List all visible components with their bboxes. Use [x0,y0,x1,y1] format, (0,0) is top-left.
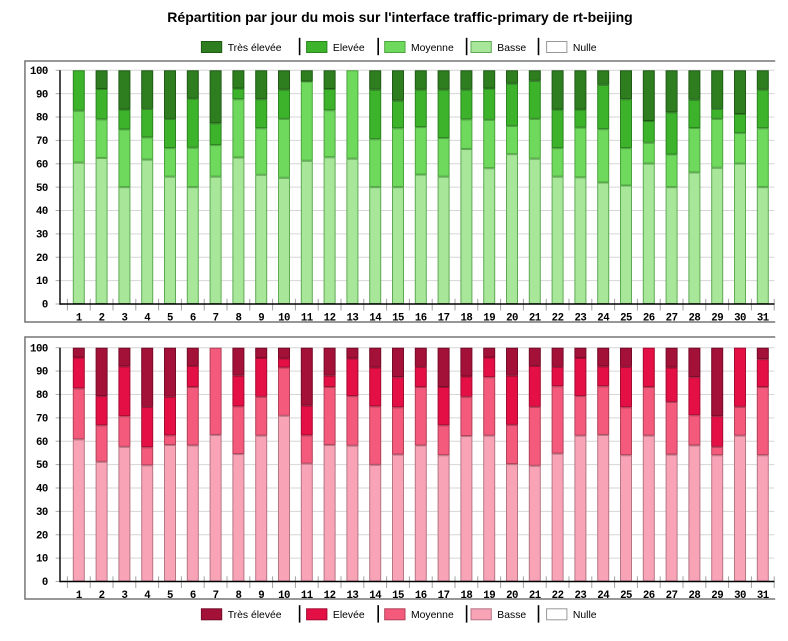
svg-text:24: 24 [597,312,610,324]
svg-text:23: 23 [574,312,586,324]
svg-text:7: 7 [213,312,219,324]
svg-text:Basse: Basse [497,610,526,621]
svg-text:7: 7 [213,590,219,602]
svg-text:50: 50 [36,183,48,195]
svg-text:30: 30 [734,590,746,602]
svg-text:31: 31 [757,312,769,324]
svg-text:6: 6 [190,312,196,324]
svg-text:25: 25 [620,312,632,324]
svg-text:10: 10 [36,554,48,566]
svg-text:21: 21 [529,312,541,324]
svg-text:70: 70 [36,136,48,148]
svg-text:Moyenne: Moyenne [411,43,454,54]
svg-text:5: 5 [167,590,173,602]
svg-text:30: 30 [36,507,48,519]
svg-text:1: 1 [76,590,82,602]
svg-text:28: 28 [688,312,700,324]
svg-text:14: 14 [369,590,382,602]
svg-text:90: 90 [36,367,48,379]
svg-text:Basse: Basse [497,43,526,54]
svg-text:29: 29 [711,312,723,324]
svg-text:11: 11 [301,312,313,324]
svg-text:27: 27 [666,312,678,324]
svg-text:30: 30 [734,312,746,324]
svg-text:9: 9 [258,590,264,602]
svg-text:Nulle: Nulle [573,43,597,54]
svg-text:18: 18 [460,590,472,602]
svg-text:Répartition par jour du mois s: Répartition par jour du mois sur l'inter… [167,9,632,25]
svg-text:Elevée: Elevée [333,43,365,54]
svg-text:Elevée: Elevée [333,610,365,621]
svg-text:12: 12 [324,312,336,324]
svg-text:40: 40 [36,484,48,496]
svg-text:20: 20 [506,590,518,602]
svg-text:50: 50 [36,460,48,472]
svg-text:24: 24 [597,590,610,602]
svg-text:2: 2 [99,312,105,324]
svg-text:0: 0 [42,577,48,589]
svg-text:8: 8 [235,590,241,602]
svg-text:25: 25 [620,590,632,602]
svg-text:Moyenne: Moyenne [411,610,454,621]
svg-text:13: 13 [346,312,358,324]
svg-text:23: 23 [574,590,586,602]
svg-text:100: 100 [30,343,48,355]
svg-text:3: 3 [121,590,127,602]
svg-text:3: 3 [121,312,127,324]
svg-text:26: 26 [643,312,655,324]
svg-text:16: 16 [415,312,427,324]
svg-text:13: 13 [346,590,358,602]
svg-text:22: 22 [552,312,564,324]
svg-text:60: 60 [36,159,48,171]
svg-text:Très élevée: Très élevée [228,610,282,621]
svg-text:0: 0 [42,300,48,312]
svg-text:31: 31 [757,590,769,602]
svg-text:4: 4 [144,312,151,324]
svg-text:6: 6 [190,590,196,602]
svg-text:14: 14 [369,312,382,324]
svg-text:22: 22 [552,590,564,602]
svg-text:80: 80 [36,390,48,402]
svg-text:30: 30 [36,229,48,241]
svg-text:20: 20 [36,530,48,542]
svg-text:19: 19 [483,590,495,602]
svg-text:17: 17 [438,312,450,324]
svg-text:28: 28 [688,590,700,602]
svg-text:17: 17 [438,590,450,602]
svg-text:5: 5 [167,312,173,324]
svg-text:40: 40 [36,206,48,218]
svg-text:21: 21 [529,590,541,602]
svg-text:100: 100 [30,66,48,78]
svg-text:90: 90 [36,89,48,101]
svg-text:80: 80 [36,113,48,125]
svg-text:Nulle: Nulle [573,610,597,621]
svg-text:29: 29 [711,590,723,602]
svg-text:18: 18 [460,312,472,324]
svg-text:2: 2 [99,590,105,602]
svg-text:9: 9 [258,312,264,324]
svg-text:20: 20 [506,312,518,324]
svg-text:26: 26 [643,590,655,602]
svg-text:60: 60 [36,437,48,449]
svg-text:11: 11 [301,590,313,602]
svg-text:10: 10 [278,312,290,324]
svg-text:20: 20 [36,253,48,265]
svg-text:70: 70 [36,413,48,425]
svg-text:19: 19 [483,312,495,324]
svg-text:27: 27 [666,590,678,602]
svg-text:12: 12 [324,590,336,602]
svg-text:16: 16 [415,590,427,602]
svg-text:8: 8 [235,312,241,324]
svg-text:4: 4 [144,590,151,602]
svg-text:10: 10 [36,276,48,288]
svg-text:15: 15 [392,590,404,602]
svg-text:Très élevée: Très élevée [228,43,282,54]
svg-text:15: 15 [392,312,404,324]
svg-text:1: 1 [76,312,82,324]
svg-text:10: 10 [278,590,290,602]
